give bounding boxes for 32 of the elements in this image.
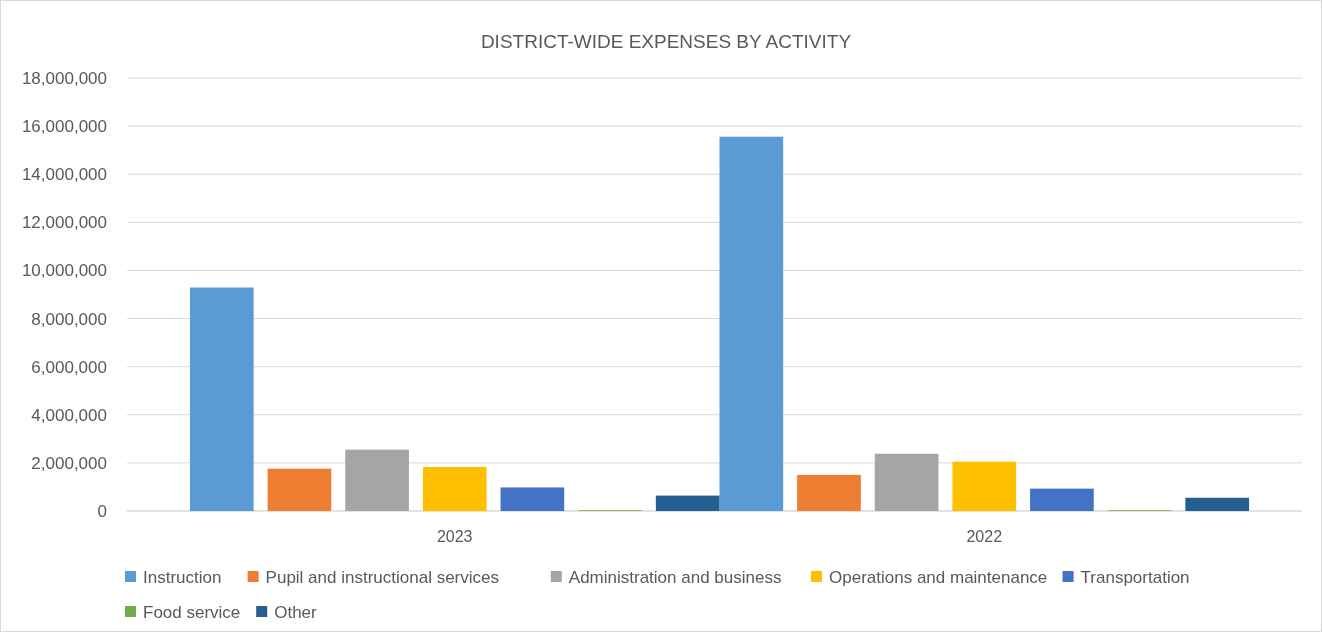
bar <box>189 287 254 511</box>
y-tick-label: 6,000,000 <box>31 357 107 377</box>
bar <box>797 474 861 511</box>
y-tick-label: 16,000,000 <box>21 117 107 137</box>
bar <box>874 453 939 511</box>
y-tick-label: 8,000,000 <box>31 309 107 329</box>
bar <box>267 468 332 511</box>
bar <box>345 449 409 511</box>
bar <box>422 466 487 511</box>
y-tick-label: 2,000,000 <box>31 453 107 473</box>
legend-label: Operations and maintenance <box>829 567 1048 587</box>
bar <box>1030 488 1094 511</box>
bar <box>1185 497 1250 511</box>
legend-label: Administration and business <box>568 567 782 587</box>
y-tick-label: 14,000,000 <box>21 165 107 185</box>
legend-label: Transportation <box>1080 567 1190 587</box>
legend-label: Other <box>274 602 318 622</box>
legend-label: Pupil and instructional services <box>265 567 500 587</box>
bar <box>655 495 720 511</box>
x-tick-label: 2022 <box>966 528 1003 545</box>
y-tick-label: 4,000,000 <box>31 405 107 425</box>
bar <box>500 487 565 511</box>
bar <box>719 136 784 511</box>
x-tick-label: 2023 <box>436 528 473 545</box>
y-tick-label: 18,000,000 <box>21 68 107 88</box>
bar <box>952 461 1017 511</box>
y-tick-label: 0 <box>97 501 107 521</box>
legend-label: Instruction <box>143 567 222 587</box>
legend-label: Food service <box>143 602 241 622</box>
y-tick-label: 10,000,000 <box>21 261 107 281</box>
y-tick-label: 12,000,000 <box>21 213 107 233</box>
chart-title: DISTRICT-WIDE EXPENSES BY ACTIVITY <box>480 31 852 52</box>
